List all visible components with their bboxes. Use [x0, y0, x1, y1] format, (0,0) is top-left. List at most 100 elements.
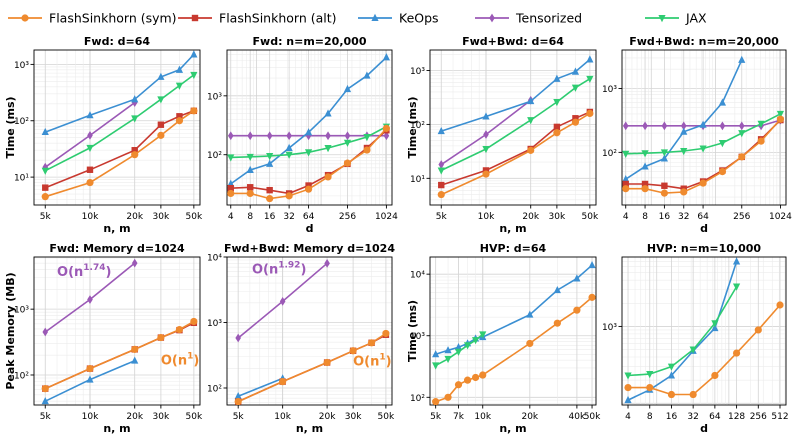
- point-sym: [367, 339, 376, 347]
- point-sym: [553, 129, 561, 137]
- point-tens: [324, 258, 330, 268]
- point-jax: [454, 348, 463, 356]
- point-alt: [661, 182, 668, 189]
- plot-frame: [33, 49, 201, 206]
- point-jax: [285, 151, 293, 159]
- point-sym: [157, 131, 165, 139]
- point-sym: [667, 390, 676, 399]
- x-tick-label: 1024: [769, 212, 792, 222]
- x-axis-label: n, m: [499, 222, 526, 235]
- point-tens: [661, 121, 668, 131]
- point-tens: [680, 121, 687, 131]
- x-tick-label: 4: [228, 212, 234, 222]
- point-jax: [624, 372, 632, 380]
- legend-label-alt: FlashSinkhorn (alt): [219, 11, 337, 26]
- x-tick-label: 40k: [569, 412, 586, 422]
- legend-label-keops: KeOps: [399, 11, 439, 26]
- point-keops: [363, 71, 371, 79]
- point-tens: [738, 121, 745, 131]
- point-keops: [482, 112, 490, 120]
- complexity-annotation: O(n1.92): [252, 260, 306, 277]
- x-tick-label: 10k: [82, 412, 99, 422]
- point-jax: [757, 120, 765, 128]
- point-tens: [227, 131, 234, 141]
- point-sym: [588, 293, 596, 301]
- x-tick-label: 5k: [40, 412, 52, 422]
- point-jax: [738, 130, 746, 138]
- x-tick-label: 32: [687, 412, 698, 422]
- series-group: [234, 258, 390, 405]
- point-jax: [641, 150, 649, 158]
- point-keops: [622, 175, 630, 183]
- point-jax: [86, 144, 94, 153]
- point-jax: [667, 363, 676, 371]
- point-sym: [175, 117, 184, 125]
- point-keops: [86, 375, 94, 383]
- x-tick-label: 5k: [436, 212, 448, 222]
- point-keops: [343, 84, 352, 93]
- point-sym: [41, 193, 49, 201]
- point-keops: [285, 143, 293, 152]
- point-keops: [41, 396, 49, 405]
- point-sym: [482, 170, 490, 178]
- annotation-exponent: 1.74: [83, 263, 105, 273]
- x-tick-label: 30k: [153, 412, 170, 422]
- annotation-text: O(n: [252, 262, 278, 277]
- series-group: [41, 50, 198, 201]
- point-keops: [732, 257, 741, 265]
- point-keops: [573, 274, 581, 282]
- y-tick-label: 10³: [14, 61, 29, 71]
- point-sym: [573, 306, 581, 314]
- point-sym: [437, 190, 445, 199]
- panel-title: HVP: n=m=10,000: [647, 242, 762, 255]
- point-sym: [190, 317, 198, 326]
- series-group: [41, 258, 198, 405]
- legend-entry-jax: JAX: [645, 11, 707, 26]
- y-tick-label: 10⁴: [410, 271, 425, 281]
- legend-marker-jax: [658, 15, 666, 23]
- x-tick-label: 10k: [82, 212, 99, 222]
- legend-entry-keops: KeOps: [358, 11, 439, 26]
- panel-2: 4 8 16 32 64 256 1024 10² 10³ Fwd: n=m=20,000 d: [207, 35, 398, 235]
- y-tick-label: 10²: [602, 149, 617, 159]
- x-tick-label: 10k: [474, 412, 491, 422]
- x-tick-label: 256: [733, 212, 750, 222]
- x-tick-label: 50k: [582, 212, 599, 222]
- annotation-text: O(n: [57, 265, 83, 280]
- y-tick-label: 10²: [410, 121, 425, 131]
- point-sym: [479, 371, 487, 379]
- point-sym: [285, 192, 293, 200]
- point-alt: [553, 123, 561, 131]
- point-sym: [660, 189, 669, 197]
- point-sym: [689, 390, 697, 399]
- panel-4: 4 8 16 32 64 256 1024 10² 10³ Fwd+Bwd: n=m=20,000…: [602, 35, 792, 235]
- series-line-keops: [627, 261, 738, 401]
- point-jax: [711, 320, 719, 328]
- point-keops: [444, 346, 452, 354]
- x-tick-label: 64: [709, 412, 721, 422]
- series-line-alt: [45, 110, 195, 189]
- panel-title: Fwd+Bwd: n=m=20,000: [629, 35, 779, 48]
- point-sym: [471, 373, 480, 382]
- point-tens: [719, 121, 726, 131]
- point-alt: [176, 113, 183, 120]
- panel-3: 5k 10k 20k 30k 50k 10¹ 10² 10³ Fwd+Bwd: d=64 n, m…: [406, 35, 599, 235]
- annotation-close: ): [193, 353, 199, 368]
- x-tick-label: 16: [666, 412, 678, 422]
- point-jax: [190, 71, 198, 80]
- plot-frame: [621, 256, 787, 406]
- point-keops: [41, 127, 49, 136]
- point-sym: [246, 189, 254, 198]
- point-sym: [190, 107, 198, 115]
- x-tick-label: 30k: [345, 412, 362, 422]
- point-jax: [718, 140, 727, 148]
- point-tens: [131, 98, 138, 107]
- point-alt: [305, 182, 312, 189]
- point-alt: [86, 166, 94, 173]
- point-alt: [482, 167, 490, 174]
- series-line-alt: [441, 111, 591, 186]
- x-tick-label: 50k: [186, 412, 203, 422]
- point-sym: [776, 115, 785, 123]
- legend-marker-keops: [371, 13, 379, 21]
